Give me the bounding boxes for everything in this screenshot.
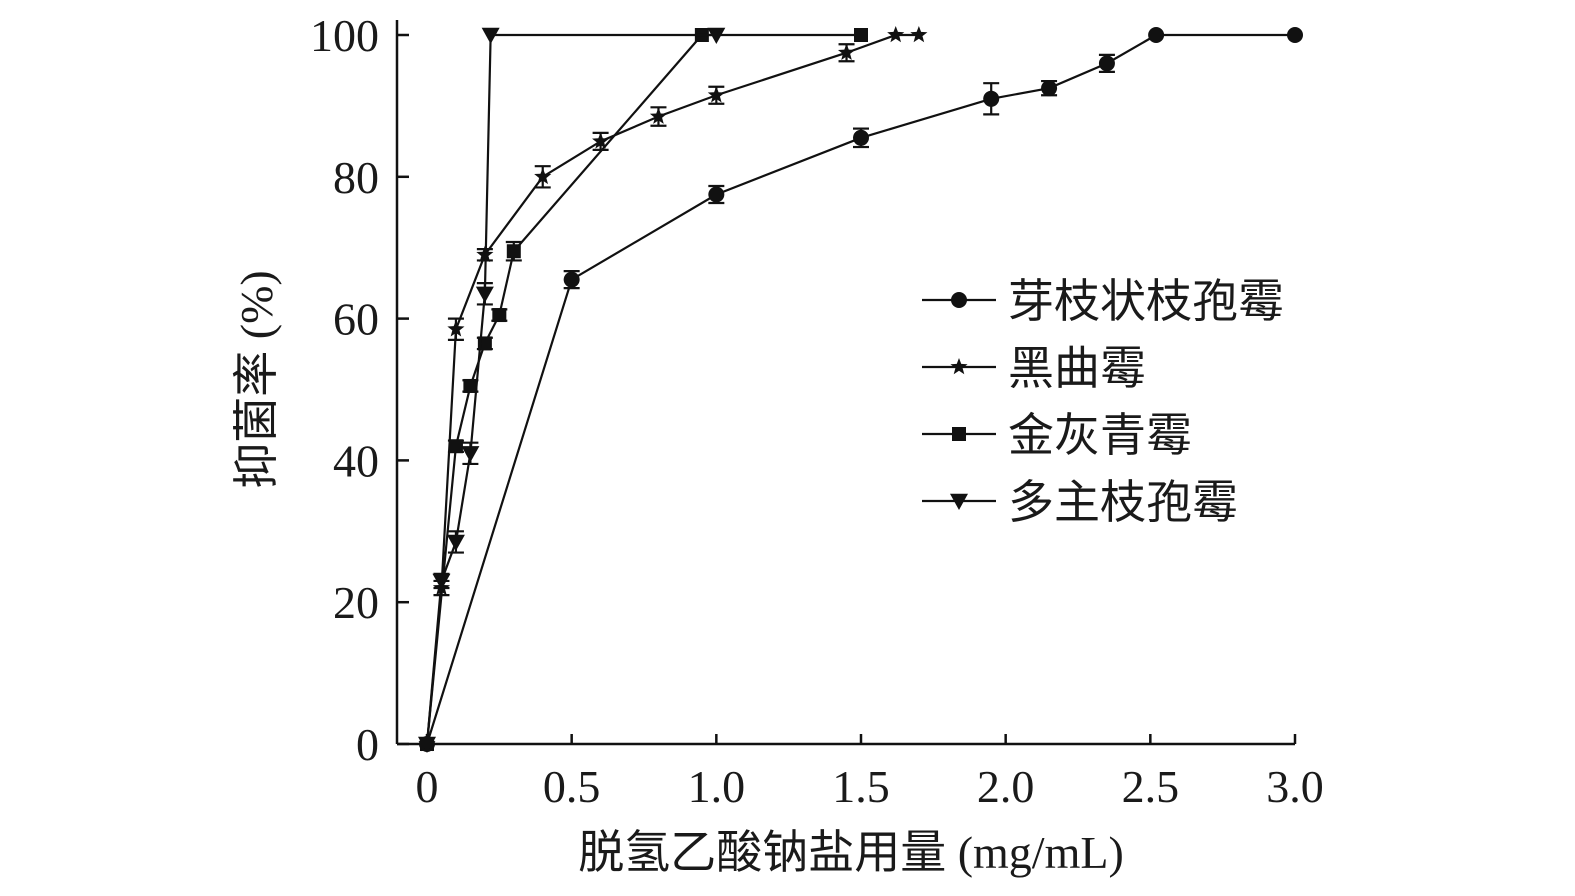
data-point bbox=[446, 534, 465, 551]
data-point bbox=[1148, 27, 1165, 43]
legend-item: 金灰青霉 bbox=[922, 410, 1192, 461]
data-point bbox=[853, 129, 869, 146]
data-point bbox=[1287, 27, 1303, 43]
x-tick-label: 2.0 bbox=[977, 761, 1035, 812]
data-point bbox=[592, 132, 610, 149]
data-point bbox=[461, 446, 480, 463]
series-line bbox=[425, 33, 919, 745]
y-ticks: 0 20 40 60 80 100 bbox=[310, 10, 409, 770]
data-point bbox=[463, 378, 478, 393]
data-point bbox=[854, 28, 868, 42]
legend-label: 多主枝孢霉 bbox=[1008, 477, 1238, 528]
x-axis-title: 脱氢乙酸钠盐用量 (mg/mL) bbox=[578, 827, 1124, 878]
y-tick-label: 20 bbox=[333, 577, 379, 628]
y-tick-label: 0 bbox=[356, 719, 379, 770]
data-point bbox=[492, 308, 507, 323]
legend-item: 多主枝孢霉 bbox=[922, 477, 1238, 528]
legend-marker bbox=[952, 427, 966, 441]
data-point bbox=[1041, 80, 1058, 97]
data-point bbox=[475, 286, 494, 303]
series-line bbox=[425, 33, 861, 745]
data-point bbox=[506, 244, 521, 259]
data-point bbox=[708, 186, 725, 203]
series-circle bbox=[419, 27, 1303, 752]
y-axis-title: 抑菌率 (%) bbox=[231, 270, 282, 488]
x-tick-label: 0 bbox=[416, 761, 439, 812]
data-point bbox=[1098, 55, 1115, 72]
data-point bbox=[418, 736, 436, 753]
axes: 0 0.5 1.0 1.5 2.0 2.5 3.0 0 20 40 60 80 100 bbox=[310, 10, 1324, 812]
series-layer bbox=[418, 26, 1303, 753]
x-tick-label: 3.0 bbox=[1266, 761, 1324, 812]
legend-item: 黑曲霉 bbox=[922, 343, 1146, 394]
data-point bbox=[649, 107, 668, 124]
legend-label: 黑曲霉 bbox=[1008, 343, 1146, 394]
y-tick-label: 100 bbox=[310, 10, 379, 61]
data-point bbox=[447, 320, 465, 337]
data-point bbox=[887, 26, 905, 43]
data-point bbox=[481, 27, 500, 44]
y-tick-label: 60 bbox=[333, 294, 379, 345]
x-tick-label: 1.5 bbox=[832, 761, 890, 812]
data-point bbox=[563, 271, 580, 288]
series-star bbox=[418, 26, 928, 752]
data-point bbox=[707, 27, 726, 44]
legend-label: 芽枝状枝孢霉 bbox=[1008, 276, 1284, 327]
x-tick-label: 2.5 bbox=[1122, 761, 1180, 812]
data-point bbox=[983, 90, 1000, 107]
legend-marker bbox=[951, 292, 967, 308]
data-point bbox=[432, 573, 451, 590]
data-point bbox=[534, 167, 552, 185]
legend-item: 芽枝状枝孢霉 bbox=[922, 276, 1284, 327]
x-ticks: 0 0.5 1.0 1.5 2.0 2.5 3.0 bbox=[416, 734, 1324, 812]
y-tick-label: 40 bbox=[333, 435, 379, 486]
data-point bbox=[910, 26, 928, 43]
x-tick-label: 1.0 bbox=[688, 761, 746, 812]
series-square bbox=[420, 28, 868, 751]
data-point bbox=[448, 439, 463, 454]
y-tick-label: 80 bbox=[333, 152, 379, 203]
series-triangle-down bbox=[418, 27, 726, 753]
legend-marker bbox=[950, 493, 968, 510]
legend-label: 金灰青霉 bbox=[1008, 410, 1192, 461]
legend-marker bbox=[950, 358, 968, 375]
data-point bbox=[707, 86, 725, 103]
data-point bbox=[837, 43, 856, 61]
x-tick-label: 0.5 bbox=[543, 761, 601, 812]
